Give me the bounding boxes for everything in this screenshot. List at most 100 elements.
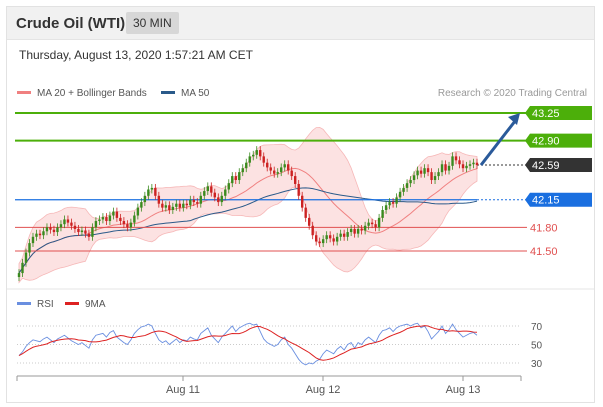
level-tag-42-15: 42.15 [525,192,592,207]
candle [199,195,203,204]
x-axis: Aug 11 Aug 12 Aug 13 [16,376,522,396]
candle [122,221,126,225]
candle [245,162,248,169]
candle [150,187,154,190]
candle [374,224,377,228]
candle [168,205,171,210]
candle [59,224,63,228]
candle [56,227,59,233]
candle [297,183,300,196]
candle [252,154,255,157]
candle [38,233,42,236]
candle [307,217,311,226]
level-tag-bg [525,158,592,173]
level-tag-41-80: 41.80 [530,222,558,234]
candle [140,202,143,208]
rsi-plot-area: 70 50 30 [17,322,543,370]
candle [356,228,360,234]
candle [255,150,258,155]
legend-label-ma20: MA 20 + Bollinger Bands [37,88,147,99]
candle [363,225,367,231]
candle [248,156,251,163]
candle [426,168,430,173]
candle [175,203,178,207]
candle [370,222,374,225]
candle [412,175,416,181]
candle [21,262,24,274]
candle [63,219,66,225]
x-tick-label: Aug 11 [166,384,200,396]
candle [91,227,94,237]
candle [210,186,213,193]
timeframe-badge[interactable]: 30 MIN [126,12,179,34]
candle [367,222,370,226]
candle [101,217,105,220]
candle [73,225,77,229]
candle [213,192,216,198]
price-plot-area [15,112,527,284]
candle [398,191,402,198]
rsi-line [18,322,478,366]
candle [203,191,206,196]
candle [444,164,447,171]
level-tag-bg [525,133,592,148]
candle [171,206,175,210]
candle [395,197,398,204]
candle [262,156,265,163]
candle [430,172,433,181]
candle [475,162,479,166]
candle [147,189,150,196]
level-tag-bg [525,192,592,207]
legend-label-9ma: 9MA [85,299,106,310]
rsi-tick-label: 50 [531,341,543,352]
level-tag-42-90: 42.90 [525,133,592,148]
ma20-line [18,167,478,274]
candle [42,231,45,236]
candle [465,165,468,169]
candle [234,176,237,181]
legend-swatch-ma50 [161,91,175,94]
forecast-arrow-head [508,113,520,125]
candle [77,228,80,233]
level-tag-bg [525,106,592,120]
candle [266,162,269,168]
candle [164,205,168,208]
candle [454,156,458,161]
candle [224,189,227,196]
candle [349,228,353,233]
level-label: 42.59 [532,160,560,172]
credit-text: Research © 2020 Trading Central [438,88,587,99]
candle [35,233,38,237]
candle [217,197,220,203]
level-label: 42.90 [532,136,560,148]
candle [115,211,119,218]
candle [419,170,423,174]
candle [381,209,384,218]
candle [94,221,98,228]
candle [433,176,437,181]
candle [300,195,304,208]
candle [196,202,199,204]
candle [269,167,272,171]
candle [280,167,283,173]
legend-swatch-9ma [65,302,79,305]
candle [384,205,388,210]
candle [112,211,115,216]
candle [377,217,381,228]
x-tick-label: Aug 13 [446,384,481,396]
legend-swatch-ma20 [17,91,31,94]
level-tag-42-59: 42.59 [525,158,592,173]
legend-swatch-rsi [17,302,31,305]
candle [129,222,133,228]
candle [259,150,262,157]
candle [440,164,444,173]
candle [409,180,412,184]
candle [66,219,70,223]
candle [185,203,189,206]
candle [290,170,293,177]
candle [178,203,182,208]
candle [353,228,356,234]
candle [447,165,451,171]
candle [105,217,108,222]
legend-label-rsi: RSI [37,299,54,310]
